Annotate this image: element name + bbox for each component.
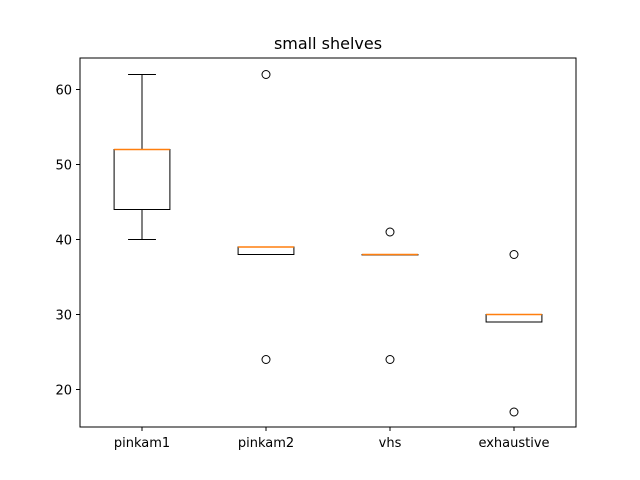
- iqr-box: [113, 149, 171, 210]
- iqr-box: [237, 246, 295, 255]
- plot-frame: [79, 57, 577, 428]
- y-tick-label: 60: [55, 84, 72, 99]
- x-tick-label: pinkam2: [238, 436, 294, 451]
- outlier-point: [261, 70, 271, 79]
- x-axis: pinkam1 pinkam2 vhs exhaustive: [114, 427, 550, 451]
- y-tick-label: 30: [55, 309, 72, 324]
- box-group-pinkam1: [113, 74, 171, 240]
- chart-title: small shelves: [274, 34, 382, 53]
- box-group-exhaustive: [485, 250, 543, 417]
- y-tick-label: 50: [55, 159, 72, 174]
- outlier-point: [509, 407, 519, 417]
- outlier-point: [385, 355, 395, 364]
- y-tick-label: 20: [55, 384, 72, 399]
- outlier-point: [385, 227, 395, 237]
- x-tick-label: vhs: [379, 436, 402, 451]
- box-group-pinkam2: [237, 70, 295, 364]
- y-tick-label: 40: [55, 234, 72, 249]
- plot-area: [113, 70, 543, 417]
- outlier-point: [509, 250, 519, 259]
- x-tick-label: exhaustive: [478, 436, 549, 451]
- outlier-point: [261, 355, 271, 364]
- x-tick-label: pinkam1: [114, 436, 170, 451]
- box-group-vhs: [361, 227, 419, 364]
- iqr-box: [485, 314, 543, 323]
- y-axis: 20 30 40 50 60: [55, 84, 80, 399]
